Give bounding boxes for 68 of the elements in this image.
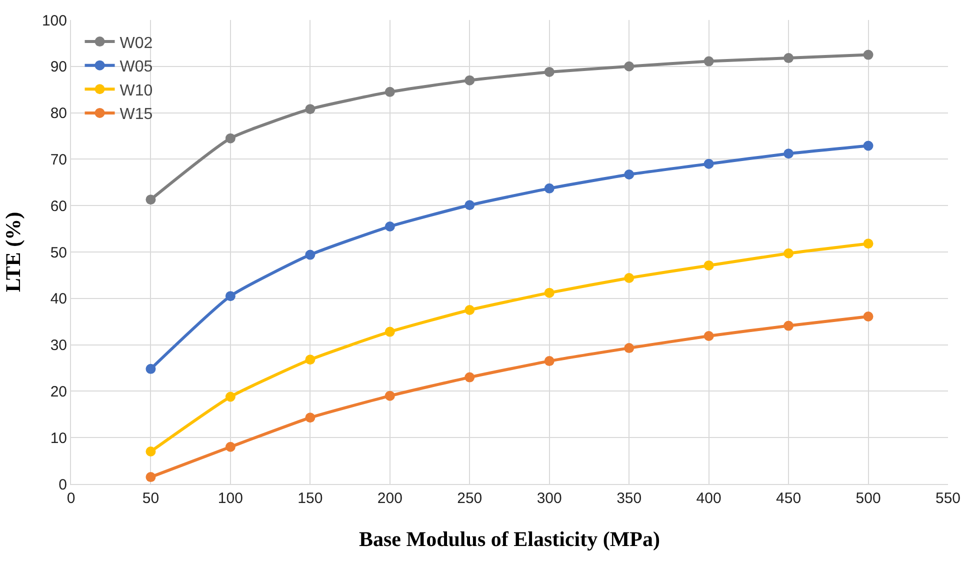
x-tick-label: 150 — [298, 490, 323, 507]
legend-label: W10 — [120, 82, 153, 100]
y-tick-label: 100 — [42, 12, 67, 30]
point — [863, 312, 874, 322]
point — [464, 305, 475, 315]
y-tick-label: 70 — [50, 151, 67, 168]
point — [305, 412, 316, 423]
x-tick-label: 550 — [935, 490, 961, 507]
point — [784, 148, 794, 159]
x-tick-label: 200 — [377, 490, 402, 507]
point — [225, 291, 236, 302]
point — [704, 56, 714, 66]
point — [544, 356, 554, 366]
point — [624, 272, 634, 283]
y-tick-label: 10 — [50, 430, 67, 447]
point — [784, 320, 794, 331]
point — [704, 158, 714, 169]
y-tick-label: 20 — [50, 383, 67, 400]
point — [146, 194, 156, 205]
y-tick-label: 30 — [50, 337, 67, 354]
y-tick-label: 60 — [50, 198, 67, 215]
point — [305, 250, 316, 260]
y-tick-label: 0 — [58, 476, 67, 494]
x-tick-label: 450 — [776, 490, 802, 507]
point — [146, 446, 156, 457]
x-tick-label: 300 — [536, 490, 562, 507]
point — [544, 66, 554, 77]
point — [384, 86, 395, 97]
x-tick-label: 400 — [696, 490, 722, 507]
x-tick-label: 100 — [218, 490, 243, 507]
point — [863, 238, 874, 249]
point — [464, 200, 475, 210]
point — [863, 140, 874, 151]
point — [384, 390, 395, 401]
x-tick-label: 50 — [142, 490, 160, 507]
point — [624, 170, 634, 180]
point — [704, 260, 714, 270]
point — [146, 364, 156, 374]
legend-label: W02 — [120, 34, 153, 52]
y-tick-label: 90 — [50, 58, 67, 76]
y-tick-label: 40 — [50, 290, 67, 308]
y-axis-title: LTE (%) — [1, 212, 26, 292]
point — [784, 53, 794, 64]
point — [624, 343, 634, 354]
legend-label: W15 — [120, 106, 153, 124]
x-tick-label: 500 — [856, 490, 881, 507]
point — [863, 50, 874, 60]
point — [784, 248, 794, 258]
point — [146, 472, 156, 482]
point — [384, 221, 395, 232]
y-tick-label: 80 — [50, 105, 67, 122]
point — [464, 75, 475, 86]
x-axis-title: Base Modulus of Elasticity (MPa) — [359, 527, 660, 552]
point — [624, 61, 634, 72]
point — [225, 133, 236, 144]
x-tick-label: 250 — [457, 490, 482, 507]
point — [704, 330, 714, 341]
point — [464, 372, 475, 382]
x-tick-label: 350 — [616, 490, 642, 507]
point — [544, 288, 554, 298]
point — [544, 183, 554, 194]
legend-label: W05 — [120, 58, 153, 76]
y-tick-label: 50 — [50, 244, 67, 262]
point — [384, 326, 395, 337]
point — [305, 354, 316, 365]
point — [305, 104, 316, 114]
point — [225, 392, 236, 402]
point — [225, 442, 236, 452]
